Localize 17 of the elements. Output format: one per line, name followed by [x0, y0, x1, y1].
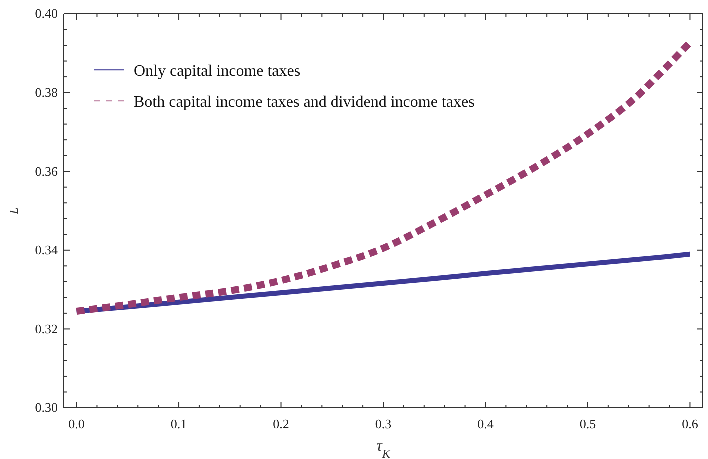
- y-tick-label: 0.32: [35, 321, 58, 336]
- y-tick-label: 0.34: [35, 242, 58, 258]
- x-tick-label: 0.0: [68, 416, 85, 432]
- x-tick-label: 0.5: [580, 416, 596, 432]
- x-tick-label: 0.1: [170, 416, 188, 432]
- x-axis-title: τ$_{K}$: [376, 438, 392, 459]
- y-tick-label: 0.38: [35, 84, 58, 100]
- x-tick-label: 0.4: [478, 416, 494, 432]
- y-tick-label: 0.36: [35, 164, 58, 179]
- y-tick-label: 0.40: [35, 6, 58, 22]
- legend-label: Both capital income taxes and dividend income taxes: [134, 94, 475, 111]
- y-tick-label: 0.30: [35, 400, 58, 416]
- legend-label: Only capital income taxes: [134, 63, 301, 80]
- x-tick-label: 0.2: [273, 416, 290, 432]
- x-tick-label: 0.6: [682, 416, 699, 432]
- y-axis-title: L: [7, 207, 21, 216]
- x-tick-label: 0.3: [375, 416, 392, 432]
